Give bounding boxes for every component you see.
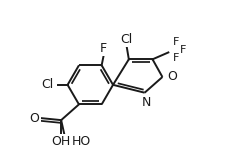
Text: F: F [172,53,179,63]
Text: N: N [141,96,151,109]
Text: F: F [172,37,179,47]
Text: O: O [167,71,177,84]
Text: O: O [29,112,39,125]
Text: OH: OH [51,135,71,148]
Text: Cl: Cl [120,33,132,46]
Text: F: F [100,42,107,55]
Text: F: F [179,45,185,56]
Text: HO: HO [72,135,91,148]
Text: Cl: Cl [41,78,54,91]
